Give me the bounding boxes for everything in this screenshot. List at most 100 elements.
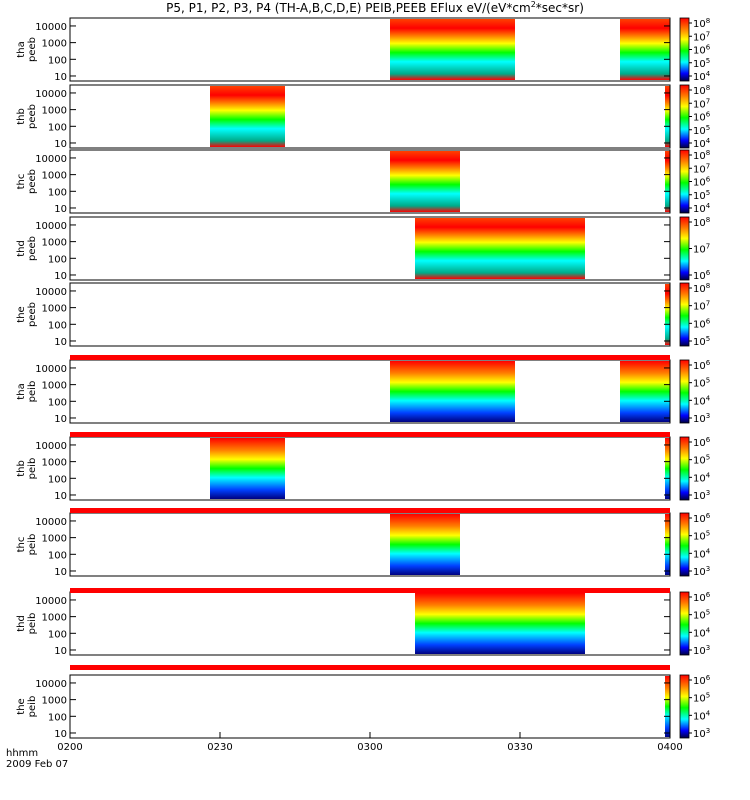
y-tick-label: 10000 bbox=[35, 154, 67, 165]
chart-title-suffix: *sec*sr) bbox=[536, 1, 584, 15]
colorbar bbox=[679, 216, 690, 281]
y-tick-label: 1000 bbox=[42, 39, 67, 50]
panel-thd-peib: 10 100 1000 10000 thdpeib 106 105 104 103 bbox=[16, 591, 711, 657]
separator-band bbox=[70, 508, 670, 513]
colorbar-tick-label: 107 bbox=[693, 97, 710, 110]
panel-frame bbox=[69, 436, 671, 501]
panel-tha-peib: 10 100 1000 10000 thapeib 106 105 104 103 bbox=[16, 359, 711, 425]
colorbar bbox=[679, 436, 690, 501]
colorbar-tick-label: 107 bbox=[693, 30, 710, 43]
data-block bbox=[415, 593, 585, 654]
colorbar-tick-label: 106 bbox=[693, 436, 711, 449]
data-block bbox=[665, 438, 670, 499]
colorbar-tick-label: 105 bbox=[693, 57, 710, 70]
y-tick-label: 10 bbox=[54, 414, 67, 425]
colorbar-tick-label: 108 bbox=[693, 282, 710, 295]
y-tick-label: 100 bbox=[48, 122, 67, 133]
y-tick-label: 10000 bbox=[35, 287, 67, 298]
colorbar-tick-label: 105 bbox=[693, 454, 710, 467]
data-block bbox=[665, 284, 670, 345]
colorbar-tick-label: 103 bbox=[693, 489, 710, 502]
y-tick-label: 100 bbox=[48, 550, 67, 561]
y-axis-label: thdpeib bbox=[16, 613, 38, 635]
panel-the-peib: 10 100 1000 10000 thepeib 106 105 104 103 bbox=[16, 674, 711, 740]
y-tick-label: 10000 bbox=[35, 517, 67, 528]
colorbar-tick-label: 104 bbox=[693, 709, 711, 722]
x-axis: 0200 0230 0300 0330 0400 bbox=[57, 732, 683, 753]
colorbar-tick-label: 105 bbox=[693, 124, 710, 137]
colorbar-tick-label: 106 bbox=[693, 269, 711, 282]
x-tick-label: 0400 bbox=[657, 742, 682, 753]
colorbar-tick-label: 107 bbox=[693, 162, 710, 175]
y-tick-label: 1000 bbox=[42, 534, 67, 545]
panel-frame bbox=[69, 282, 671, 347]
colorbar-tick-label: 106 bbox=[693, 591, 711, 604]
y-axis-label: thcpeib bbox=[16, 534, 38, 556]
colorbar-tick-label: 103 bbox=[693, 727, 710, 740]
colorbar-tick-label: 106 bbox=[693, 674, 711, 687]
y-tick-label: 10000 bbox=[35, 22, 67, 33]
colorbar-tick-label: 107 bbox=[693, 243, 710, 256]
colorbar-tick-label: 107 bbox=[693, 300, 710, 313]
y-tick-label: 1000 bbox=[42, 304, 67, 315]
y-tick-label: 10000 bbox=[35, 221, 67, 232]
colorbar bbox=[679, 674, 690, 739]
data-block bbox=[620, 361, 670, 422]
separator-band bbox=[70, 665, 670, 670]
separator-band bbox=[70, 588, 670, 593]
y-tick-label: 1000 bbox=[42, 238, 67, 249]
panel-thd-peeb: 10 100 1000 10000 thdpeeb 108 107 106 bbox=[16, 216, 711, 282]
y-tick-label: 1000 bbox=[42, 106, 67, 117]
panel-frame bbox=[69, 84, 671, 149]
y-tick-label: 100 bbox=[48, 629, 67, 640]
y-axis-label: thcpeeb bbox=[16, 169, 38, 194]
colorbar-tick-label: 106 bbox=[693, 111, 711, 124]
y-tick-label: 10000 bbox=[35, 679, 67, 690]
colorbar-tick-label: 103 bbox=[693, 412, 710, 425]
colorbar-tick-label: 104 bbox=[693, 547, 711, 560]
colorbar-tick-label: 104 bbox=[693, 70, 711, 83]
y-tick-label: 1000 bbox=[42, 613, 67, 624]
colorbar bbox=[679, 591, 690, 656]
colorbar-tick-label: 104 bbox=[693, 471, 711, 484]
chart-title: P5, P1, P2, P3, P4 (TH-A,B,C,D,E) PEIB,P… bbox=[166, 0, 584, 15]
separator-band bbox=[70, 432, 670, 437]
colorbar-tick-label: 108 bbox=[693, 216, 710, 229]
y-tick-label: 10 bbox=[54, 139, 67, 150]
colorbar bbox=[679, 84, 690, 149]
panel-frame bbox=[69, 359, 671, 424]
y-tick-label: 100 bbox=[48, 187, 67, 198]
y-tick-label: 10 bbox=[54, 337, 67, 348]
colorbar-tick-label: 106 bbox=[693, 359, 711, 372]
data-block bbox=[665, 151, 670, 212]
panel-frame bbox=[69, 674, 671, 739]
colorbar-tick-label: 104 bbox=[693, 137, 711, 150]
panel-the-peeb: 10 100 1000 10000 thepeeb 108 107 106 105 bbox=[16, 282, 711, 348]
y-tick-label: 10 bbox=[54, 567, 67, 578]
y-tick-label: 100 bbox=[48, 254, 67, 265]
colorbar-tick-label: 105 bbox=[693, 335, 710, 348]
panel-frame bbox=[69, 17, 671, 82]
y-axis-label: thepeeb bbox=[16, 302, 38, 327]
colorbar-tick-label: 103 bbox=[693, 565, 710, 578]
colorbar-tick-label: 108 bbox=[693, 17, 710, 30]
colorbar-tick-label: 106 bbox=[693, 44, 711, 57]
colorbar bbox=[679, 149, 690, 214]
y-axis-label: thapeib bbox=[16, 381, 38, 403]
colorbar-tick-label: 103 bbox=[693, 644, 710, 657]
separator-band bbox=[70, 355, 670, 360]
y-tick-label: 10000 bbox=[35, 596, 67, 607]
y-tick-label: 10000 bbox=[35, 364, 67, 375]
y-tick-label: 10 bbox=[54, 646, 67, 657]
panel-frame bbox=[69, 149, 671, 214]
panel-thc-peib: 10 100 1000 10000 thcpeib 106 105 104 103 bbox=[16, 512, 711, 578]
y-axis-label: thapeeb bbox=[16, 37, 38, 62]
colorbar bbox=[679, 282, 690, 347]
panel-frame bbox=[69, 512, 671, 577]
y-tick-label: 100 bbox=[48, 712, 67, 723]
colorbar-tick-label: 108 bbox=[693, 149, 710, 162]
colorbar-tick-label: 106 bbox=[693, 512, 711, 525]
colorbar bbox=[679, 17, 690, 82]
